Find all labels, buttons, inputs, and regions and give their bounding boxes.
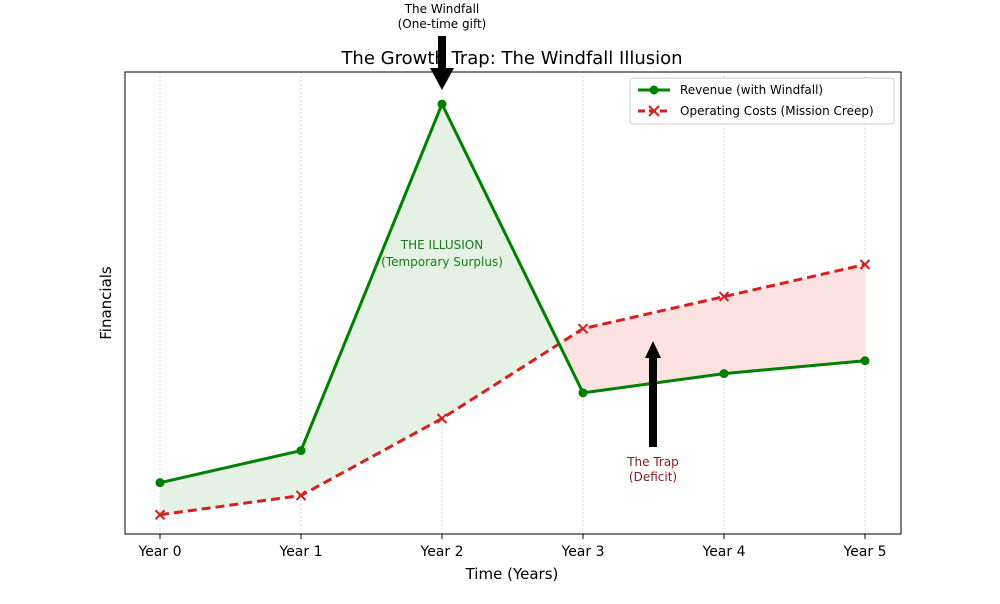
- costs-point-5-stroke-b: [859, 259, 871, 270]
- legend-revenue-label: Revenue (with Windfall): [680, 83, 823, 97]
- revenue-point-1: [296, 446, 306, 456]
- legend-revenue-marker: [649, 85, 659, 95]
- costs-point-4: [718, 291, 730, 302]
- costs-point-4-stroke-b: [718, 291, 730, 302]
- x-tick-label-4: Year 4: [702, 544, 746, 560]
- revenue-point-2: [437, 99, 447, 109]
- tick-layer: Year 0 Year 1 Year 2 Year 3 Year 4 Year 5: [138, 534, 887, 560]
- windfall-arrow: [430, 36, 454, 90]
- marker-layer: [154, 99, 871, 520]
- windfall-annotation-line2: (One-time gift): [398, 17, 487, 31]
- illusion-annotation-line1: THE ILLUSION: [400, 238, 483, 252]
- trap-arrow: [645, 341, 661, 447]
- chart-title: The Growth Trap: The Windfall Illusion: [340, 48, 682, 69]
- illusion-annotation-line2: (Temporary Surplus): [381, 255, 503, 269]
- x-tick-label-3: Year 3: [561, 544, 605, 560]
- x-tick-label-0: Year 0: [138, 544, 182, 560]
- costs-point-1-stroke-b: [295, 490, 307, 501]
- legend-costs-label: Operating Costs (Mission Creep): [680, 104, 874, 118]
- revenue-point-4: [719, 369, 729, 379]
- plot-frame: [124, 71, 902, 535]
- fill-layer: [160, 104, 865, 515]
- costs-point-2: [436, 413, 448, 424]
- revenue-point-3: [578, 388, 588, 398]
- revenue-point-5: [860, 356, 870, 366]
- costs-point-5: [859, 259, 871, 270]
- deficit-fill: [559, 264, 865, 393]
- legend-costs-marker: [648, 105, 660, 117]
- legend-box: [629, 77, 895, 125]
- series-layer: [159, 102, 866, 517]
- legend: Revenue (with Windfall) Operating Costs …: [629, 77, 895, 125]
- revenue-line: [159, 102, 866, 485]
- costs-point-1: [295, 490, 307, 501]
- revenue-point-0: [155, 478, 165, 488]
- trap-annotation-line2: (Deficit): [629, 470, 677, 484]
- costs-point-3-stroke-b: [577, 323, 589, 334]
- costs-line: [159, 263, 866, 517]
- windfall-annotation-line1: The Windfall: [404, 2, 480, 16]
- costs-point-0: [154, 509, 166, 520]
- trap-annotation-line1: The Trap: [626, 455, 679, 469]
- x-tick-label-2: Year 2: [420, 544, 464, 560]
- x-tick-label-5: Year 5: [843, 544, 887, 560]
- y-axis-label: Financials: [97, 266, 115, 340]
- costs-point-3: [577, 323, 589, 334]
- costs-point-2-stroke-b: [436, 413, 448, 424]
- x-axis-label: Time (Years): [465, 565, 559, 583]
- legend-item-costs: Operating Costs (Mission Creep): [638, 104, 874, 118]
- legend-item-revenue: Revenue (with Windfall): [638, 83, 823, 97]
- x-tick-label-1: Year 1: [279, 544, 323, 560]
- costs-point-0-stroke-b: [154, 509, 166, 520]
